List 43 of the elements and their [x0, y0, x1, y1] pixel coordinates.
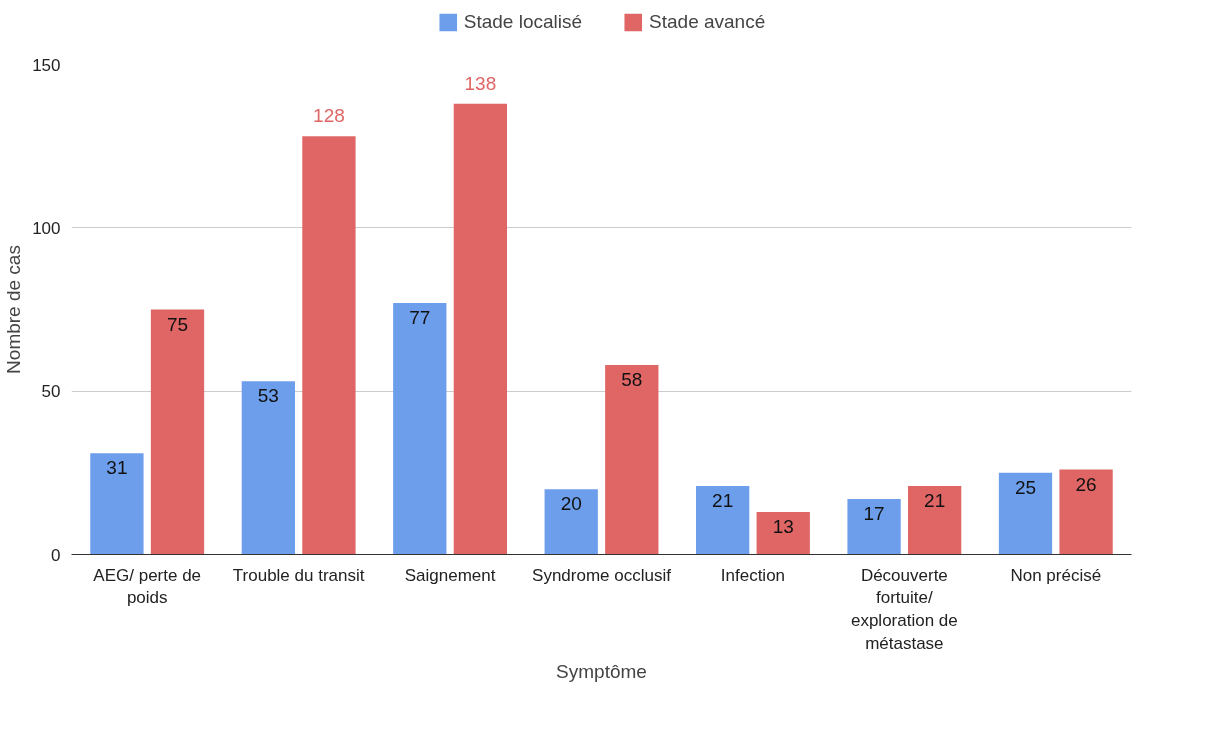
- data-label: 21: [712, 489, 734, 511]
- bar: [90, 453, 144, 555]
- data-label: 58: [621, 369, 643, 391]
- data-label: 13: [772, 516, 794, 538]
- x-tick-label: Découverte fortuite/ exploration de métastase: [850, 565, 958, 653]
- data-label: 21: [924, 489, 946, 511]
- data-label: 138: [464, 72, 497, 94]
- bar: [847, 498, 901, 555]
- bar: [998, 472, 1053, 555]
- x-tick-label: Infection: [720, 565, 786, 585]
- bar: [907, 485, 962, 555]
- y-tick-label: 50: [41, 382, 61, 402]
- x-tick-label: AEG/ perte de poids: [93, 565, 202, 608]
- bar: [393, 302, 447, 555]
- x-axis-title: Symptôme: [556, 660, 647, 682]
- data-label: 75: [166, 313, 189, 335]
- bar: [241, 381, 296, 555]
- x-tick-label: Saignement: [404, 565, 496, 585]
- data-label: 25: [1014, 476, 1037, 498]
- legend-label: Stade avancé: [649, 11, 766, 33]
- x-tick-label: Syndrome occlusif: [532, 565, 672, 585]
- data-label: 128: [313, 105, 345, 127]
- bar: [1059, 469, 1113, 555]
- y-tick-label: 100: [32, 218, 61, 238]
- bar: [695, 485, 750, 555]
- data-label: 77: [409, 306, 431, 328]
- x-tick-label: Trouble du transit: [232, 565, 365, 585]
- bar: [605, 365, 659, 555]
- y-tick-label: 150: [32, 55, 61, 75]
- bar: [150, 309, 205, 555]
- y-axis-title: Nombre de cas: [3, 245, 25, 374]
- data-label: 53: [257, 385, 279, 407]
- data-label: 26: [1075, 473, 1097, 495]
- data-label: 31: [106, 457, 128, 479]
- bar: [453, 103, 508, 555]
- bar: [302, 136, 356, 555]
- data-label: 20: [560, 493, 582, 515]
- bar: [756, 512, 810, 555]
- bar: [544, 489, 598, 555]
- y-tick-label: 0: [51, 545, 61, 565]
- x-tick-label: Non précisé: [1010, 565, 1102, 585]
- legend-label: Stade localisé: [463, 11, 583, 33]
- data-label: 17: [863, 502, 885, 524]
